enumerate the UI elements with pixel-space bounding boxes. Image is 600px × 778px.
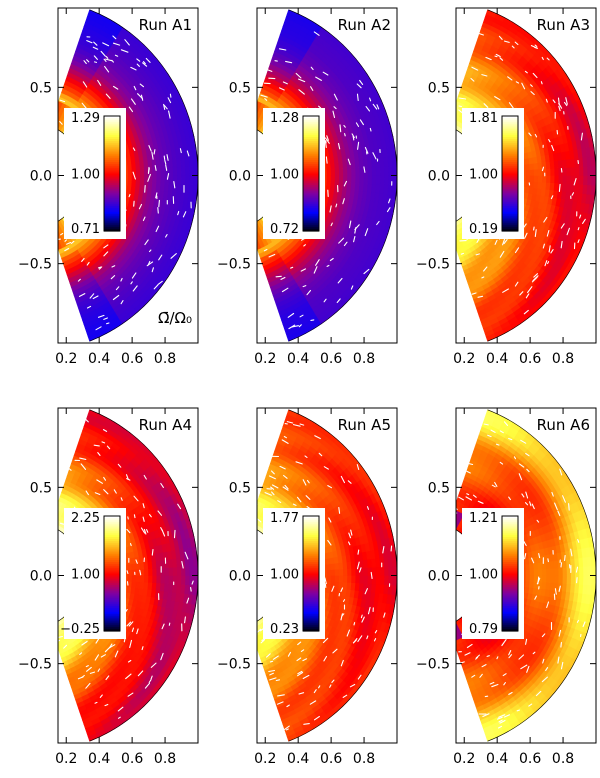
panel-title: Run A5 [338,416,391,434]
ytick-label: 0.5 [229,480,251,496]
colorbar: 1.29 1.00 0.71 [64,108,126,239]
ytick-label: 0.0 [428,169,450,185]
ytick-label: 0.5 [428,480,450,496]
ytick-label: 0.0 [428,569,450,585]
xtick-label: 0.8 [154,751,176,767]
xtick-label: 0.6 [519,751,541,767]
colorbar: 2.25 1.00 −0.25 [60,508,126,639]
ytick-label: 0.5 [428,80,450,96]
xtick-label: 0.4 [88,751,110,767]
ytick-label: 0.5 [229,80,251,96]
panel-title: Run A6 [537,416,590,434]
colorbar-label: 1.28 [270,111,299,126]
colorbar-label: 1.29 [71,111,100,126]
xtick-label: 0.2 [55,351,77,367]
colorbar-label: 1.77 [270,511,299,526]
ytick-label: 0.0 [30,569,52,585]
xtick-label: 0.8 [154,351,176,367]
colorbar-label: 0.19 [469,222,498,237]
xtick-label: 0.4 [486,751,508,767]
colorbar-label: 0.79 [469,622,498,637]
ytick-label: −0.5 [18,657,52,673]
colorbar-label: 1.21 [469,511,498,526]
xtick-label: 0.4 [287,351,309,367]
colorbar-label: 1.00 [270,168,299,183]
colorbar-label: −0.25 [60,622,100,637]
ytick-label: 0.5 [30,80,52,96]
colorbar-label: 0.23 [270,622,299,637]
panel-title: Run A1 [139,16,192,34]
xtick-label: 0.4 [287,751,309,767]
xtick-label: 0.2 [254,351,276,367]
ytick-label: 0.0 [229,569,251,585]
panel-5: 0.5 0.0 −0.5 0.2 0.4 0.6 0.8 Run A5 1.77 1.00 0.23 [217,407,398,767]
colorbar: 1.21 1.00 0.79 [462,508,524,639]
panel-1: 0.5 0.0 −0.5 0.2 0.4 0.6 0.8 Run A1 1.29 1.00 0.71… [18,7,199,367]
panel-title: Run A2 [338,16,391,34]
ytick-label: −0.5 [217,257,251,273]
colorbar: 1.28 1.00 0.72 [263,108,325,239]
xtick-label: 0.6 [121,751,143,767]
xtick-label: 0.6 [519,351,541,367]
colorbar-label: 1.00 [270,568,299,583]
xtick-label: 0.2 [453,351,475,367]
ytick-label: 0.5 [30,480,52,496]
panel-3: 0.5 0.0 −0.5 0.2 0.4 0.6 0.8 Run A3 1.81 1.00 0.19 [416,7,597,367]
xtick-label: 0.4 [486,351,508,367]
xtick-label: 0.6 [320,351,342,367]
xtick-label: 0.6 [320,751,342,767]
panel-4: 0.5 0.0 −0.5 0.2 0.4 0.6 0.8 Run A4 2.25 1.00 −0.2… [18,407,199,767]
ytick-label: −0.5 [416,257,450,273]
xtick-label: 0.8 [552,751,574,767]
colorbar-quantity-label: Ω̄/Ω₀ [158,309,192,327]
colorbar-label: 1.81 [469,111,498,126]
colorbar-label: 0.72 [270,222,299,237]
xtick-label: 0.8 [353,351,375,367]
colorbar-label: 1.00 [71,168,100,183]
xtick-label: 0.2 [453,751,475,767]
colorbar-label: 2.25 [71,511,100,526]
panel-title: Run A3 [537,16,590,34]
ytick-label: −0.5 [416,657,450,673]
panel-2: 0.5 0.0 −0.5 0.2 0.4 0.6 0.8 Run A2 1.28 1.00 0.72 [217,7,398,367]
ytick-label: −0.5 [18,257,52,273]
xtick-label: 0.4 [88,351,110,367]
colorbar-label: 1.00 [469,168,498,183]
panel-title: Run A4 [139,416,192,434]
xtick-label: 0.6 [121,351,143,367]
colorbar-label: 1.00 [71,568,100,583]
xtick-label: 0.8 [353,751,375,767]
ytick-label: −0.5 [217,657,251,673]
ytick-label: 0.0 [229,169,251,185]
colorbar-label: 1.00 [469,568,498,583]
panel-6: 0.5 0.0 −0.5 0.2 0.4 0.6 0.8 Run A6 1.21 1.00 0.79 [416,407,597,767]
xtick-label: 0.8 [552,351,574,367]
colorbar-label: 0.71 [71,222,100,237]
ytick-label: 0.0 [30,169,52,185]
colorbar: 1.77 1.00 0.23 [263,508,325,639]
colorbar: 1.81 1.00 0.19 [462,108,524,239]
xtick-label: 0.2 [254,751,276,767]
xtick-label: 0.2 [55,751,77,767]
